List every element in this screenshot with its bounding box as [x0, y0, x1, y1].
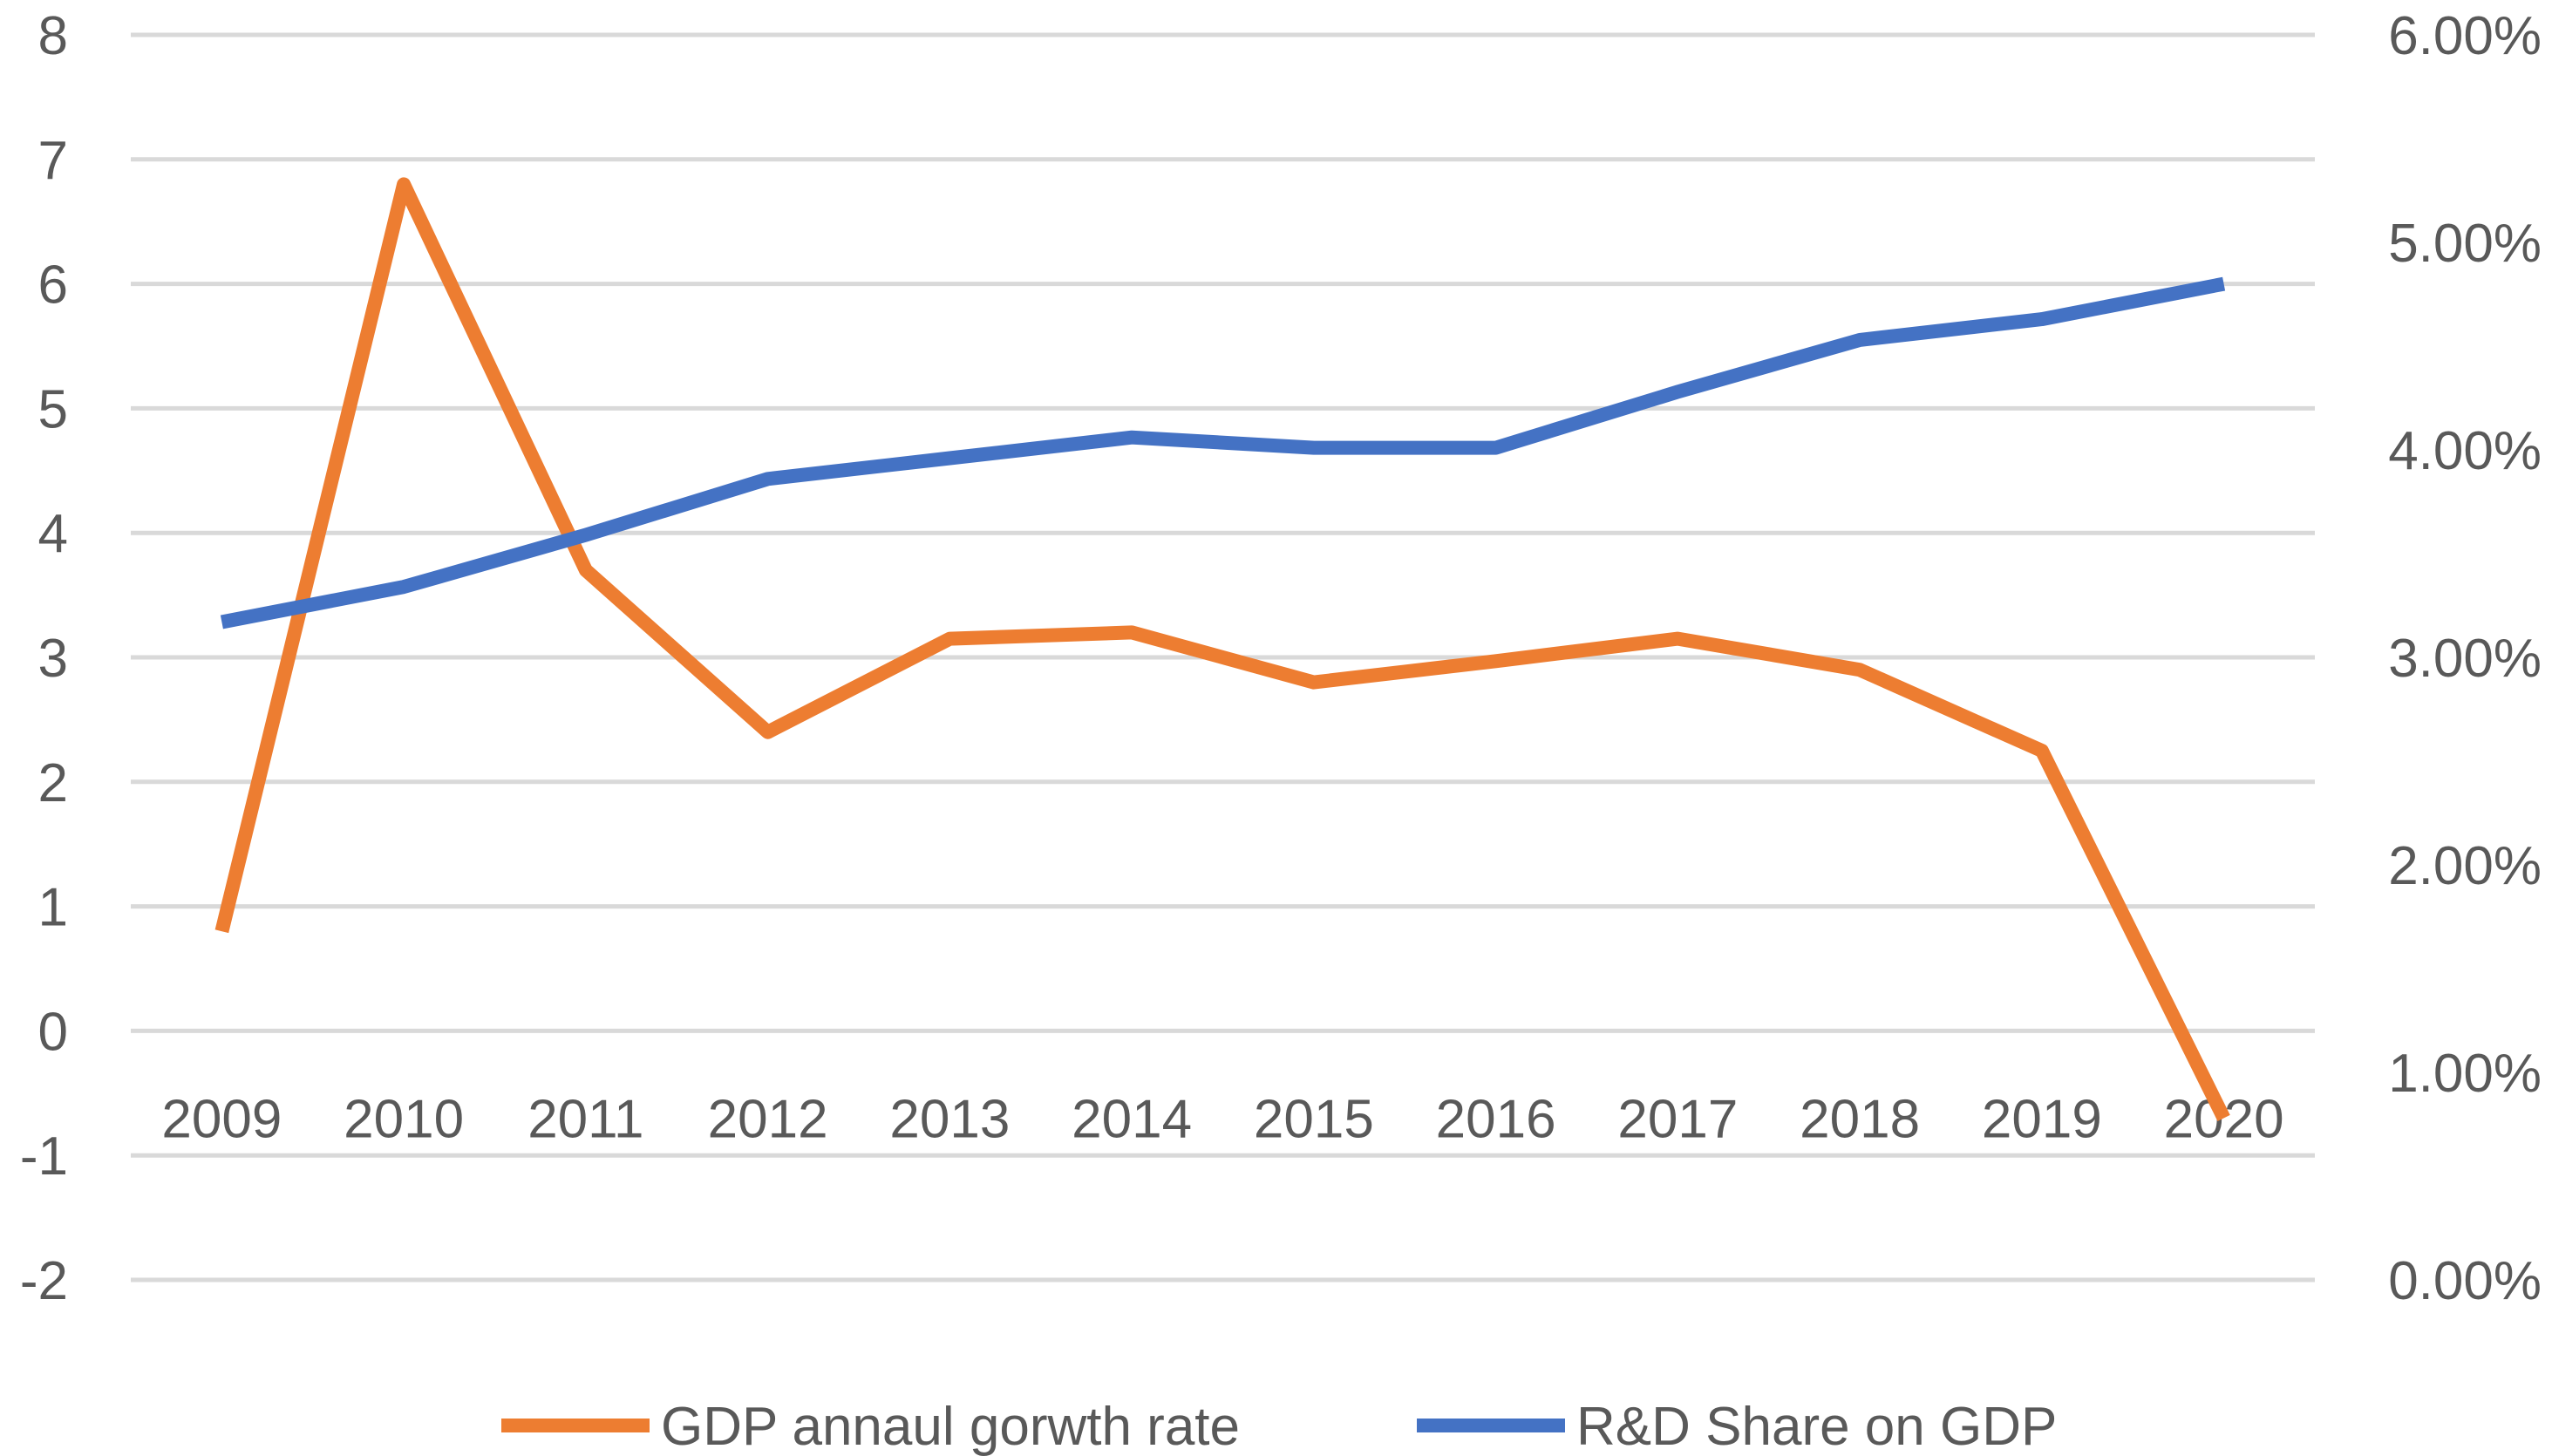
left-tick-label: 6 [38, 255, 68, 316]
series-group [214, 177, 2230, 1121]
x-tick-label: 2018 [1800, 1089, 1920, 1149]
right-axis: 0.00% 1.00% 2.00% 3.00% 4.00% 5.00% 6.00% [2388, 6, 2542, 1311]
legend: GDP annaul gorwth rate R&D Share on GDP [501, 1397, 2057, 1456]
left-tick-label: 3 [38, 629, 68, 689]
right-tick-label: 6.00% [2388, 6, 2542, 66]
right-tick-label: 5.00% [2388, 214, 2542, 274]
left-tick-label: 8 [38, 6, 68, 66]
left-tick-label: 1 [38, 878, 68, 938]
x-tick-label: 2015 [1254, 1089, 1374, 1149]
series-line-rd [220, 276, 2226, 629]
left-tick-label: 2 [38, 753, 68, 813]
series-line-gdp [214, 177, 2230, 1121]
legend-label-gdp: GDP annaul gorwth rate [661, 1397, 1240, 1456]
right-tick-label: 4.00% [2388, 421, 2542, 481]
x-tick-label: 2013 [889, 1089, 1010, 1149]
x-tick-label: 2020 [2164, 1089, 2284, 1149]
x-axis: 2009 2010 2011 2012 2013 2014 2015 2016 2017 2018… [161, 1089, 2283, 1149]
right-tick-label: 2.00% [2388, 836, 2542, 896]
left-axis: -2 -1 0 1 2 3 4 5 6 7 8 [20, 6, 68, 1311]
x-tick-label: 2012 [708, 1089, 828, 1149]
x-tick-label: 2011 [527, 1089, 643, 1149]
x-tick-label: 2014 [1072, 1089, 1192, 1149]
right-tick-label: 3.00% [2388, 629, 2542, 689]
left-tick-label: -1 [20, 1126, 68, 1187]
left-tick-label: 5 [38, 379, 68, 439]
left-tick-label: 4 [38, 504, 68, 564]
legend-label-rd: R&D Share on GDP [1576, 1397, 2057, 1456]
left-tick-label: 0 [38, 1002, 68, 1062]
x-tick-label: 2010 [344, 1089, 464, 1149]
left-tick-label: -2 [20, 1251, 68, 1311]
right-tick-label: 1.00% [2388, 1044, 2542, 1104]
left-tick-label: 7 [38, 131, 68, 191]
x-tick-label: 2017 [1617, 1089, 1738, 1149]
x-tick-label: 2019 [1982, 1089, 2102, 1149]
x-tick-label: 2016 [1436, 1089, 1556, 1149]
right-tick-label: 0.00% [2388, 1251, 2542, 1311]
x-tick-label: 2009 [161, 1089, 282, 1149]
